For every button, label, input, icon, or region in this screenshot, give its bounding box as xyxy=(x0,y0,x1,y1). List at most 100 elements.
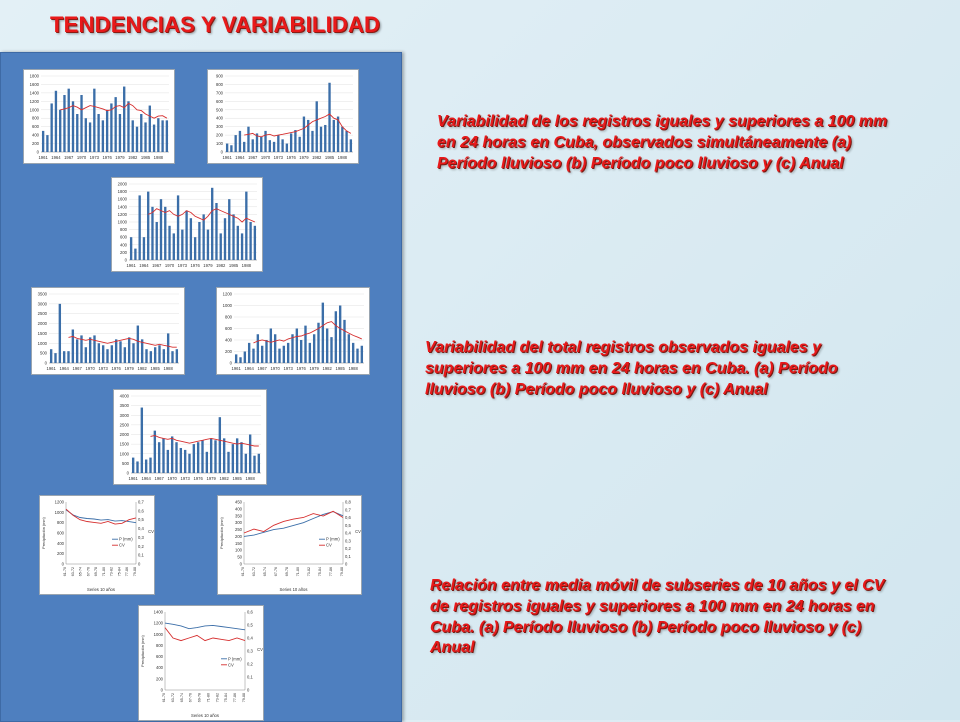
p-mm-line xyxy=(164,622,246,631)
series-tick-label: 61-70 xyxy=(63,567,67,576)
bar xyxy=(281,139,284,152)
y2-tick-label: 0,6 xyxy=(138,508,144,513)
legend-label-cv: CV xyxy=(326,543,332,548)
bar xyxy=(324,124,327,152)
y2-tick-label: 0,3 xyxy=(247,649,253,654)
y-tick-label: 500 xyxy=(40,351,48,356)
y-tick-label: 400 xyxy=(57,541,65,546)
legend-label-p: P (mm) xyxy=(119,537,133,542)
y2-tick-label: 0 xyxy=(345,562,348,567)
y-tick-label: 0 xyxy=(221,150,224,155)
y-tick-label: 500 xyxy=(122,461,130,466)
y-tick-label: 200 xyxy=(225,349,233,354)
y-axis-label: Precipitación (mm) xyxy=(220,516,224,548)
y2-tick-label: 0,2 xyxy=(345,546,351,551)
bar xyxy=(332,119,335,152)
y-tick-label: 1400 xyxy=(118,204,128,209)
bar xyxy=(149,351,153,363)
x-tick-label: 1976 xyxy=(102,155,112,160)
x-tick-label: 1988 xyxy=(242,263,252,268)
x-tick-label: 1988 xyxy=(338,155,348,160)
bar xyxy=(101,345,105,363)
x-tick-label: 1970 xyxy=(168,476,178,481)
bar xyxy=(260,345,264,363)
series-tick-label: 77-86 xyxy=(125,567,129,576)
bar xyxy=(135,126,139,152)
x-axis-label: Series 10 años xyxy=(87,587,115,592)
chart-thumb-simultaneous-rainy: 1800 1600 1400 1200 1000 800 600 400 200 0 1961 196… xyxy=(23,69,175,164)
bar xyxy=(110,345,114,363)
y-tick-label: 400 xyxy=(225,338,233,343)
y-tick-label: 1200 xyxy=(30,99,40,104)
y2-tick-label: 0,6 xyxy=(247,610,253,615)
bar xyxy=(307,119,310,152)
bar xyxy=(50,103,53,152)
y-tick-label: 200 xyxy=(57,551,65,556)
bar xyxy=(295,328,299,363)
bar xyxy=(166,333,170,363)
series-tick-label: 75-84 xyxy=(224,693,228,702)
bar xyxy=(114,339,118,363)
chart-thumb-cv-dry: 450 400 350 300 250 200 150 100 50 0 0,8 0,7 0,6 0,5 0… xyxy=(217,495,362,595)
bar xyxy=(192,444,196,473)
bar xyxy=(155,222,158,260)
bar xyxy=(176,195,180,260)
caption-cv-relation: Relación entre media móvil de subseries … xyxy=(430,577,885,657)
moving-average-line xyxy=(150,435,259,447)
y2-tick-label: 0 xyxy=(138,562,141,567)
legend-label-p: P (mm) xyxy=(228,656,242,661)
series-tick-label: 73-82 xyxy=(307,567,311,576)
y-tick-label: 2500 xyxy=(120,422,130,427)
bar xyxy=(278,348,281,363)
y-tick-label: 450 xyxy=(235,500,243,505)
series-tick-label: 79-88 xyxy=(242,693,246,702)
y-tick-label: 800 xyxy=(32,116,40,121)
series-tick-label: 63-72 xyxy=(171,693,175,702)
bar xyxy=(225,143,229,152)
bar xyxy=(142,237,146,260)
x-tick-label: 1970 xyxy=(86,366,96,371)
y-tick-label: 3000 xyxy=(38,301,48,306)
bar xyxy=(257,453,261,473)
chart-svg: 1200 1000 800 600 400 200 0 0,7 0,6 0,5 0,4 0,3 0,2 0… xyxy=(42,500,154,593)
bar xyxy=(247,342,251,363)
series-tick-label: 77-86 xyxy=(233,693,237,702)
bar xyxy=(286,342,290,363)
y-tick-label: 1000 xyxy=(38,341,48,346)
bar xyxy=(159,199,163,260)
bar xyxy=(264,130,267,152)
bar xyxy=(209,438,213,473)
y-tick-label: 1600 xyxy=(118,197,128,202)
y-tick-label: 350 xyxy=(235,513,243,518)
bar xyxy=(105,109,109,152)
x-tick-label: 1985 xyxy=(233,476,243,481)
bar xyxy=(304,325,307,363)
bar xyxy=(308,342,312,363)
bar xyxy=(46,135,49,152)
series-tick-label: 71-80 xyxy=(102,567,106,576)
bar xyxy=(347,334,351,363)
series-tick-label: 77-86 xyxy=(329,567,333,576)
y2-tick-label: 0,5 xyxy=(138,517,144,522)
bar xyxy=(97,114,100,152)
y-tick-label: 800 xyxy=(57,520,65,525)
series-tick-label: 69-78 xyxy=(94,567,98,576)
x-tick-label: 1970 xyxy=(165,263,175,268)
bar xyxy=(58,303,62,363)
x-tick-label: 1985 xyxy=(325,155,335,160)
series-tick-label: 67-76 xyxy=(189,693,193,702)
charts-panel: 1800 1600 1400 1200 1000 800 600 400 200 0 1961 196… xyxy=(0,52,402,722)
y-tick-label: 200 xyxy=(216,133,224,138)
bar xyxy=(181,229,184,260)
y-axis-label: Precipitación (mm) xyxy=(141,634,145,666)
bar xyxy=(321,302,325,363)
bar xyxy=(189,218,193,260)
moving-average-line xyxy=(60,102,168,119)
bar xyxy=(219,233,222,260)
x-tick-label: 1982 xyxy=(138,366,148,371)
series-tick-label: 63-72 xyxy=(252,567,256,576)
bar xyxy=(234,135,237,152)
bar xyxy=(157,442,161,473)
